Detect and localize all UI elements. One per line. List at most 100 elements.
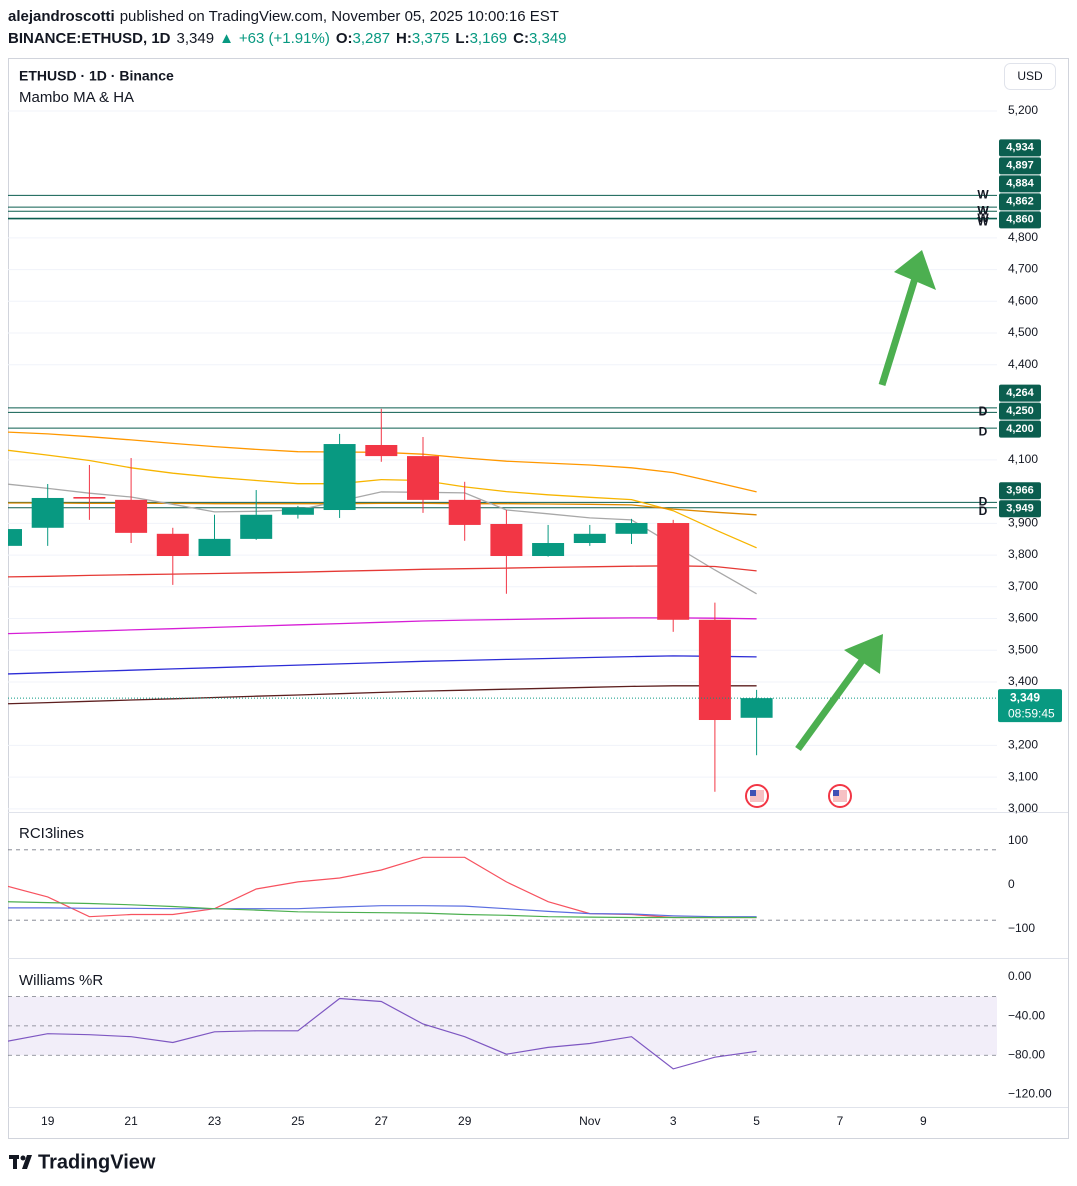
x-tick-label: 3 [670,1114,677,1128]
level-price-box [999,211,1041,229]
x-tick-label: 25 [291,1114,305,1128]
y-tick-label: 3,200 [1008,738,1038,752]
indicator-title: Mambo MA & HA [19,89,134,106]
pane-title: Williams %R [19,972,103,989]
event-flag[interactable] [828,784,852,808]
arrow-up [878,250,936,387]
ohlc-key: C: [513,30,529,47]
pane-title: RCI3lines [19,825,84,842]
logo-mark [13,1155,17,1169]
y-tick-label: −40.00 [1008,1008,1045,1022]
candle-body [407,456,439,500]
frame [8,58,1069,1139]
level-price-label: 3,949 [1006,503,1034,515]
level-price-label: 3,966 [1006,485,1034,497]
y-tick-label: 4,100 [1008,452,1038,466]
ohlc-value: 3,287 [353,30,391,47]
level-price-box [999,420,1041,438]
y-tick-label: 0 [1008,877,1015,891]
candle-body [156,533,189,557]
candle-body [281,507,314,515]
event-flag[interactable] [745,784,769,808]
arrow-up [795,634,883,752]
level-price-box [999,384,1041,402]
logo-mark [20,1155,26,1161]
candle-body [115,499,148,533]
level-price-label: 4,884 [1006,178,1034,190]
level-marker: D [979,424,988,438]
y-tick-label: 4,600 [1008,293,1038,307]
y-tick-label: 5,200 [1008,103,1038,117]
y-tick-label: 3,000 [1008,801,1038,815]
x-tick-label: 29 [458,1114,472,1128]
candle-body [240,514,273,539]
last-price-box [998,689,1062,723]
level-marker: D [979,404,988,418]
y-tick-label: 4,400 [1008,357,1038,371]
last-price-label: 3,349 [1010,690,1040,704]
up-icon: ▲ [219,30,234,47]
publish-line: alejandroscotti published on TradingView.… [8,8,559,25]
y-tick-label: 3,700 [1008,579,1038,593]
candle-body [740,698,773,718]
candle-body [698,619,731,721]
level-marker: W [977,203,989,217]
level-marker: W [977,203,989,217]
level-marker: W [977,188,989,202]
candle-body [198,538,231,557]
level-price-label: 4,200 [1006,423,1034,435]
level-price-label: 4,250 [1006,405,1034,417]
ohlc-value: 3,349 [529,30,567,47]
arrow-shaft [878,273,920,387]
arrow-shaft [795,655,867,752]
x-tick-label: Nov [579,1114,600,1128]
symbol-line: BINANCE:ETHUSD, 1D 3,349 ▲ +63 (+1.91%) O:3,… [8,30,567,47]
candle-body [31,497,64,528]
candle-body [73,497,106,499]
y-tick-label: 4,700 [1008,262,1038,276]
x-tick-label: 9 [920,1114,927,1128]
y-tick-label: 3,900 [1008,516,1038,530]
y-tick-label: 100 [1008,833,1028,847]
flag-canton [833,790,839,796]
x-tick-label: 19 [41,1114,55,1128]
x-tick-label: 23 [208,1114,222,1128]
x-tick-label: 7 [837,1114,844,1128]
ohlc-value: 3,169 [470,30,508,47]
level-price-label: 4,934 [1006,142,1034,154]
level-marker: D [979,495,988,509]
flag-canton [750,790,756,796]
axes: 3,000 3,100 3,200 3,400 3,500 3,600 3,700 3,800… [41,103,1062,1128]
candle-body [365,444,398,457]
candle-body [323,444,356,511]
rci-pane [8,849,997,921]
y-tick-label: 3,400 [1008,674,1038,688]
level-price-box [999,500,1041,518]
currency-button[interactable] [1004,63,1056,90]
y-tick-label: 0.00 [1008,969,1032,983]
level-price-label: 4,860 [1006,214,1034,226]
y-tick-label: 3,600 [1008,611,1038,625]
author: alejandroscotti [8,8,115,25]
y-tick-label: 3,500 [1008,642,1038,656]
level-price-box [999,482,1041,500]
x-tick-label: 21 [124,1114,138,1128]
currency[interactable]: USD [1017,69,1043,83]
moving-average [8,617,757,635]
level-marker: W [977,211,989,225]
brand: TradingView [38,1151,156,1173]
chart-title: ETHUSD · 1D · Binance [19,68,174,84]
moving-average [8,685,757,705]
candle-body [615,523,648,534]
x-tick-label: 27 [375,1114,389,1128]
candle-body [532,543,565,557]
level-price-label: 4,264 [1006,387,1034,399]
indicator-line [8,997,757,1070]
y-tick-label: −120.00 [1008,1086,1052,1100]
level-price-label: 4,897 [1006,160,1034,172]
candle-body [490,523,523,557]
change: +63 (+1.91%) [239,30,330,47]
